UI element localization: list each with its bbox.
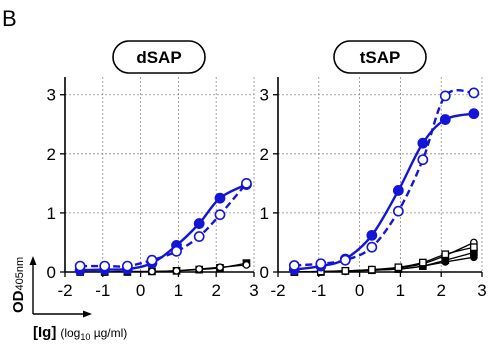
data-point [367,265,376,274]
panel-letter: B [2,6,17,31]
x-tick-label: 2 [211,281,220,300]
x-tick-label: -1 [311,281,326,300]
axis-arrows [29,256,92,318]
data-point [148,267,156,276]
data-point [394,263,403,272]
data-point [392,185,404,196]
data-point [417,137,429,149]
y-arrow-head [29,256,37,265]
data-point [366,241,378,253]
x-tick-label: 2 [436,281,445,300]
series-line [294,112,475,271]
data-point [214,209,226,221]
data-point [418,258,427,267]
data-point [439,90,451,102]
x-tick-label: 3 [477,281,486,300]
x-axis-label-rest: µg/ml) [90,326,127,340]
x-tick-label: 1 [396,281,405,300]
x-axis-label-sub: 10 [80,332,90,342]
data-point [216,263,224,272]
data-point [339,254,351,266]
x-arrow-head [83,310,92,318]
data-point [441,258,450,266]
data-point [468,108,480,120]
data-point [469,243,478,252]
data-point [241,177,252,189]
x-axis-label-main: [Ig] [33,324,56,341]
data-point [195,265,204,273]
x-axis-label: [Ig] (log10 µg/ml) [33,324,127,342]
data-point [214,192,226,204]
data-point [417,154,429,166]
title-pill [333,40,427,74]
y-axis-label: OD405nm [10,257,27,313]
y-axis-label-sub: 405nm [14,257,26,291]
y-tick-label: 2 [47,145,56,164]
data-point [468,87,480,99]
x-tick-label: -1 [95,281,110,300]
y-tick-label: 0 [47,263,56,282]
y-axis-label-main: OD [10,290,27,313]
y-tick-label: 3 [260,86,269,105]
y-tick-label: 1 [47,204,56,223]
data-point [341,266,350,275]
data-point [469,253,478,262]
data-point [315,258,327,270]
y-tick-label: 1 [260,204,269,223]
x-axis-label-open: (log [60,326,80,340]
data-point [146,254,158,266]
data-point [392,205,404,217]
data-point [439,114,451,125]
data-point [171,245,182,257]
data-point [366,229,378,241]
chart-title: tSAP [360,48,401,67]
x-tick-label: 3 [249,281,258,300]
title-pill [112,40,206,74]
data-point [121,260,133,272]
data-point [441,250,450,259]
x-tick-label: -2 [57,281,72,300]
x-tick-label: -2 [270,281,285,300]
data-point [242,261,251,269]
y-tick-label: 3 [47,86,56,105]
data-point [172,266,181,275]
chart-dsap: dSAP -2 -1 0 1 2 3 0 1 2 3 [47,40,259,300]
data-point [288,260,300,271]
y-tick-label: 2 [260,145,269,164]
chart-title: dSAP [136,48,181,67]
data-point [99,260,111,272]
data-point [193,218,205,229]
data-point [74,260,86,272]
chart-tsap: tSAP -2 -1 0 1 2 3 0 1 2 3 [260,40,487,300]
x-tick-label: 0 [136,281,145,300]
y-tick-label: 0 [260,263,269,282]
x-tick-label: 1 [174,281,183,300]
x-tick-label: 0 [355,281,364,300]
data-point [193,231,205,242]
